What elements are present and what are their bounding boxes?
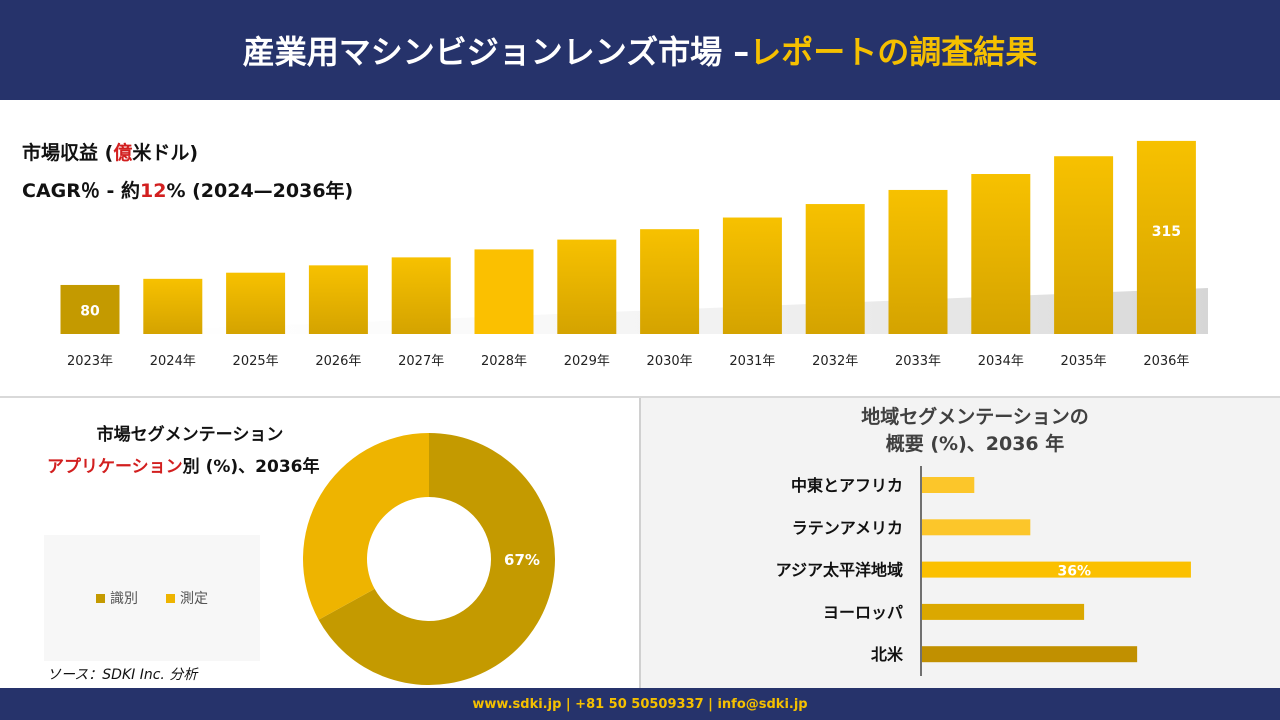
bar-2033年 xyxy=(888,189,948,334)
revenue-label-unit: 億 xyxy=(113,142,133,164)
page-title: 産業用マシンビジョンレンズ市場 – xyxy=(242,33,750,71)
region-label: ラテンアメリカ xyxy=(792,518,903,537)
panel-divider xyxy=(639,398,641,688)
bar-2029年 xyxy=(557,239,617,334)
segmentation-title: 市場セグメンテーション xyxy=(96,425,284,445)
regional-title-line1: 地域セグメンテーションの xyxy=(861,406,1089,428)
revenue-label-prefix: 市場収益 ( xyxy=(22,142,114,164)
bar-2030年 xyxy=(640,229,700,334)
x-tick-label: 2027年 xyxy=(398,354,444,369)
revenue-label-suffix: 米ドル) xyxy=(132,142,199,164)
region-bar-ヨーロッパ xyxy=(922,603,1085,620)
bar-data-label: 315 xyxy=(1152,224,1181,240)
legend-label: 識別 xyxy=(110,591,138,607)
legend-swatch xyxy=(96,593,105,603)
x-tick-label: 2026年 xyxy=(315,354,361,369)
bar-2024年 xyxy=(143,278,203,334)
cagr-value: 12 xyxy=(140,180,167,202)
x-tick-label: 2030年 xyxy=(647,354,693,369)
bar-2025年 xyxy=(226,272,286,334)
section-divider xyxy=(0,396,1280,398)
region-data-label: 36% xyxy=(1058,564,1092,580)
segmentation-subtitle-rest: 別 (%)、2036年 xyxy=(182,457,320,477)
bar-2035年 xyxy=(1054,156,1114,334)
regional-panel xyxy=(641,398,1280,688)
donut-slice-識別 xyxy=(318,433,555,685)
bar-2031年 xyxy=(722,217,782,334)
application-donut-chart: 67% xyxy=(302,433,555,685)
region-label: ヨーロッパ xyxy=(823,603,903,622)
bar-2034年 xyxy=(971,174,1031,334)
bar-data-label: 80 xyxy=(80,303,100,319)
legend-swatch xyxy=(166,593,175,603)
bar-2032年 xyxy=(805,204,865,334)
x-tick-label: 2028年 xyxy=(481,354,527,369)
bar-2036年 xyxy=(1136,140,1196,334)
regional-title-line2: 概要 (%)、2036 年 xyxy=(885,433,1065,455)
x-tick-label: 2036年 xyxy=(1143,354,1189,369)
page-title-accent: レポートの調査結果 xyxy=(749,33,1038,71)
legend-item-identification: 識別 xyxy=(96,588,138,608)
page-header: 産業用マシンビジョンレンズ市場 – レポートの調査結果 xyxy=(0,0,1280,100)
x-tick-label: 2033年 xyxy=(895,354,941,369)
footer-contact: www.sdki.jp | +81 50 50509337 | info@sdk… xyxy=(0,688,1280,720)
revenue-label: 市場収益 (億米ドル) xyxy=(22,138,198,165)
cagr-label: CAGR％ - 約12% (2024—2036年) xyxy=(22,176,353,203)
segmentation-subtitle: アプリケーション別 (%)、2036年 xyxy=(47,452,319,477)
revenue-bar-chart: 2023年 80 2024年 2025年 2026年 2027年 2028年 2029年 203… xyxy=(60,140,1208,369)
regional-title: 地域セグメンテーションの 概要 (%)、2036 年 xyxy=(760,404,1190,458)
cagr-suffix: % (2024—2036年) xyxy=(166,180,354,202)
bar-2028年 xyxy=(474,249,534,334)
bar-2026年 xyxy=(308,265,368,334)
x-tick-label: 2029年 xyxy=(564,354,610,369)
legend-label: 測定 xyxy=(180,591,208,607)
x-tick-label: 2035年 xyxy=(1061,354,1107,369)
region-bar-ラテンアメリカ xyxy=(922,519,1031,536)
x-tick-label: 2031年 xyxy=(729,354,775,369)
region-bar-北米 xyxy=(922,646,1138,663)
x-tick-label: 2032年 xyxy=(812,354,858,369)
donut-data-label: 67% xyxy=(504,551,540,569)
bar-2023年 xyxy=(60,284,120,334)
segmentation-subtitle-accent: アプリケーション xyxy=(47,457,183,477)
donut-slice-測定 xyxy=(302,433,429,620)
donut-legend: 識別 測定 xyxy=(44,535,260,661)
bar-2027年 xyxy=(391,257,451,334)
region-label: 中東とアフリカ xyxy=(791,476,903,495)
x-tick-label: 2025年 xyxy=(233,354,279,369)
x-tick-label: 2023年 xyxy=(67,354,113,369)
legend-item-measurement: 測定 xyxy=(166,588,208,608)
region-bar-中東とアフリカ xyxy=(922,477,975,493)
region-label: 北米 xyxy=(871,645,904,664)
region-bar-アジア太平洋地域 xyxy=(922,561,1191,578)
x-tick-label: 2024年 xyxy=(150,354,196,369)
source-note: ソース：SDKI Inc. 分析 xyxy=(47,667,198,683)
cagr-prefix: CAGR％ - 約 xyxy=(22,180,140,202)
region-label: アジア太平洋地域 xyxy=(776,561,903,580)
x-tick-label: 2034年 xyxy=(978,354,1024,369)
